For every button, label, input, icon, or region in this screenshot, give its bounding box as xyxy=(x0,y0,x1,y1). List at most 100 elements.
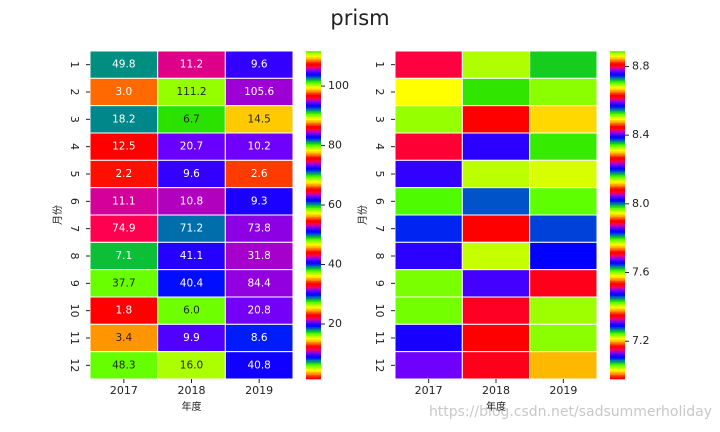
colorbar-strip xyxy=(306,235,321,238)
cell-label: 73.8 xyxy=(247,223,270,235)
x-tick-label: 2018 xyxy=(482,384,510,397)
colorbar-strip xyxy=(306,133,321,135)
colorbar-strip xyxy=(610,68,625,71)
heatmap-cell xyxy=(461,323,531,353)
colorbar-strip xyxy=(610,316,625,319)
colorbar-strip xyxy=(306,83,321,86)
colorbar-strip xyxy=(610,253,625,256)
heatmap-cell xyxy=(461,105,531,134)
colorbar-strip xyxy=(610,62,625,65)
y-tick-label: 7 xyxy=(373,225,386,232)
colorbar-strip xyxy=(306,376,321,378)
colorbar-strip xyxy=(610,374,625,377)
colorbar-strip xyxy=(610,346,625,349)
colorbar-strip xyxy=(306,115,321,117)
colorbar-strip xyxy=(610,231,625,234)
heatmap-cell xyxy=(394,132,463,161)
colorbar-tick-label: 7.2 xyxy=(632,334,650,347)
colorbar-strip xyxy=(306,340,321,343)
heatmap-cell xyxy=(157,159,226,189)
colorbar-strip xyxy=(306,206,321,208)
colorbar-strip xyxy=(306,192,321,195)
colorbar-tick-label: 100 xyxy=(328,79,349,92)
colorbar-strip xyxy=(610,137,625,140)
colorbar-strip xyxy=(610,134,625,137)
colorbar-strip xyxy=(610,302,625,305)
colorbar-strip xyxy=(610,268,625,271)
colorbar-strip xyxy=(610,106,625,109)
colorbar-strip xyxy=(610,216,625,219)
cell-label: 41.1 xyxy=(180,250,203,262)
colorbar-strip xyxy=(610,344,625,347)
colorbar-strip xyxy=(610,298,625,301)
colorbar-strip xyxy=(306,259,321,262)
colorbar-strip xyxy=(610,189,625,192)
colorbar-strip xyxy=(610,273,625,276)
colorbar-strip xyxy=(610,212,625,214)
colorbar-strip xyxy=(610,122,625,125)
colorbar-strip xyxy=(610,246,625,249)
colorbar-strip xyxy=(610,291,625,293)
colorbar-strip xyxy=(306,267,321,270)
colorbar-strip xyxy=(306,371,321,374)
colorbar-strip xyxy=(306,355,321,358)
colorbar-strip xyxy=(306,146,321,149)
colorbar-strip xyxy=(610,217,625,220)
colorbar-strip xyxy=(306,320,321,323)
colorbar-strip xyxy=(306,159,321,162)
colorbar-strip xyxy=(610,219,625,222)
colorbar-strip xyxy=(610,171,625,174)
colorbar-strip xyxy=(306,258,321,261)
colorbar-strip xyxy=(306,124,321,126)
colorbar-strip xyxy=(306,323,321,326)
colorbar-strip xyxy=(610,101,625,104)
colorbar-strip xyxy=(306,279,321,281)
colorbar-strip xyxy=(306,119,321,122)
colorbar-strip xyxy=(306,182,321,185)
y-tick-label: 3 xyxy=(373,116,386,123)
colorbar-strip xyxy=(306,370,321,372)
colorbar-strip xyxy=(610,247,625,250)
colorbar-strip xyxy=(306,328,321,331)
colorbar-strip xyxy=(306,131,321,134)
colorbar-strip xyxy=(610,119,625,122)
heatmap-cell xyxy=(529,132,598,161)
colorbar-strip xyxy=(610,250,625,253)
colorbar-strip xyxy=(610,158,625,161)
colorbar-strip xyxy=(610,241,625,244)
cell-label: 71.2 xyxy=(180,223,203,235)
colorbar-strip xyxy=(610,225,625,228)
colorbar-strip xyxy=(306,170,321,173)
colorbar-strip xyxy=(306,365,321,368)
colorbar-strip xyxy=(610,82,625,85)
colorbar-strip xyxy=(610,282,625,284)
colorbar-strip xyxy=(610,341,625,344)
colorbar-strip xyxy=(610,371,625,374)
colorbar-strip xyxy=(306,74,321,77)
colorbar-strip xyxy=(306,101,321,104)
colorbar-strip xyxy=(306,95,321,98)
colorbar-strip xyxy=(610,274,625,277)
y-tick-label: 6 xyxy=(373,198,386,205)
colorbar-strip xyxy=(610,350,625,353)
x-tick-label: 2018 xyxy=(178,384,206,397)
colorbar-strip xyxy=(306,82,321,85)
colorbar-strip xyxy=(306,97,321,100)
colorbar-strip xyxy=(306,295,321,298)
colorbar-strip xyxy=(306,89,321,92)
cell-label: 7.1 xyxy=(115,250,132,262)
colorbar-strip xyxy=(306,286,321,289)
colorbar-strip xyxy=(306,55,321,58)
colorbar-strip xyxy=(610,305,625,308)
colorbar-strip xyxy=(610,153,625,156)
cell-label: 74.9 xyxy=(112,223,135,235)
y-tick-label: 12 xyxy=(68,358,81,372)
colorbar-strip xyxy=(306,125,321,128)
colorbar-strip xyxy=(610,364,625,366)
colorbar-strip xyxy=(306,256,321,259)
heatmap-cell xyxy=(394,296,463,325)
colorbar-strip xyxy=(306,249,321,252)
colorbar-strip xyxy=(610,127,625,129)
colorbar-strip xyxy=(306,314,321,317)
